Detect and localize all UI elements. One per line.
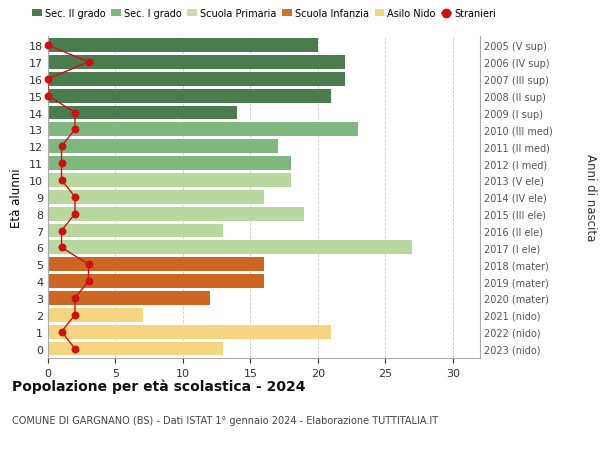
Text: Anni di nascita: Anni di nascita (584, 154, 597, 241)
Bar (48, 190, 264, 204)
Bar (48, 106, 237, 120)
Point (70, 126, 80, 134)
Point (84, 278, 94, 285)
Point (70, 194, 80, 201)
Point (56, 328, 67, 336)
Bar (48, 308, 143, 322)
Point (70, 295, 80, 302)
Bar (48, 224, 223, 238)
Point (70, 110, 80, 117)
Text: COMUNE DI GARGNANO (BS) - Dati ISTAT 1° gennaio 2024 - Elaborazione TUTTITALIA.I: COMUNE DI GARGNANO (BS) - Dati ISTAT 1° … (12, 415, 438, 425)
Bar (48, 56, 345, 70)
Bar (48, 291, 210, 305)
Point (56, 177, 67, 184)
Text: Popolazione per età scolastica - 2024: Popolazione per età scolastica - 2024 (12, 379, 305, 393)
Bar (48, 39, 318, 53)
Bar (48, 207, 304, 221)
Bar (48, 258, 264, 272)
Point (70, 345, 80, 353)
Bar (48, 342, 223, 356)
Bar (48, 241, 413, 255)
Bar (48, 140, 277, 154)
Bar (48, 174, 291, 187)
Bar (48, 274, 264, 288)
Point (43, 42, 53, 50)
Point (56, 160, 67, 168)
Y-axis label: Età alunni: Età alunni (10, 168, 23, 227)
Point (43, 76, 53, 83)
Point (70, 312, 80, 319)
Bar (48, 123, 358, 137)
Bar (48, 157, 291, 171)
Bar (48, 73, 345, 86)
Point (70, 211, 80, 218)
Bar (48, 90, 331, 103)
Point (56, 227, 67, 235)
Point (56, 244, 67, 252)
Point (43, 93, 53, 100)
Bar (48, 325, 331, 339)
Point (84, 59, 94, 67)
Point (84, 261, 94, 269)
Legend: Sec. II grado, Sec. I grado, Scuola Primaria, Scuola Infanzia, Asilo Nido, Stran: Sec. II grado, Sec. I grado, Scuola Prim… (32, 9, 496, 19)
Point (56, 143, 67, 151)
